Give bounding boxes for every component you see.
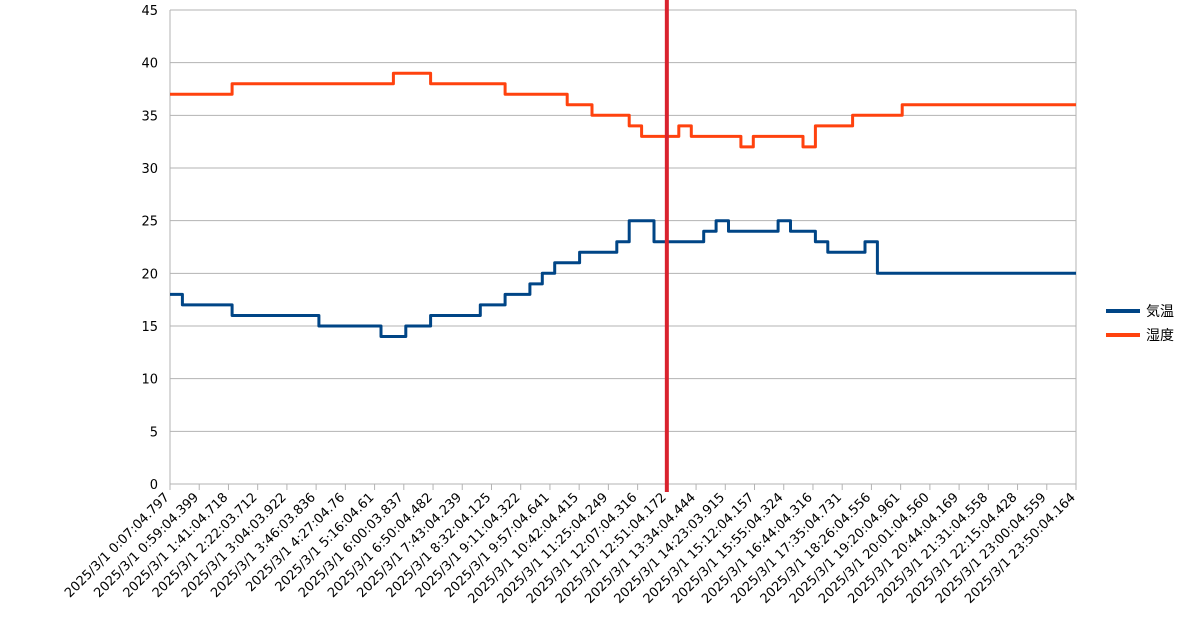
y-tick-label: 15: [141, 320, 158, 335]
y-tick-label: 40: [141, 57, 158, 72]
legend-label-humidity: 湿度: [1146, 328, 1174, 344]
y-tick-label: 0: [150, 478, 158, 493]
legend: 気温 湿度: [1106, 304, 1174, 344]
y-tick-label: 35: [141, 109, 158, 124]
gridlines: [169, 9, 1077, 485]
y-tick-label: 10: [141, 373, 158, 388]
y-tick-label: 25: [141, 215, 158, 230]
series-line-temperature: [170, 219, 1076, 338]
y-axis-ticks: 0 5 10 15 20 25 30 35 40 45: [141, 4, 158, 493]
y-tick-label: 30: [141, 162, 158, 177]
y-tick-label: 20: [141, 267, 158, 282]
y-tick-label: 45: [141, 4, 158, 19]
legend-label-temperature: 気温: [1146, 304, 1174, 320]
series-lines: [170, 71, 1076, 338]
y-tick-label: 5: [150, 425, 158, 440]
series-line-humidity: [170, 71, 1076, 149]
